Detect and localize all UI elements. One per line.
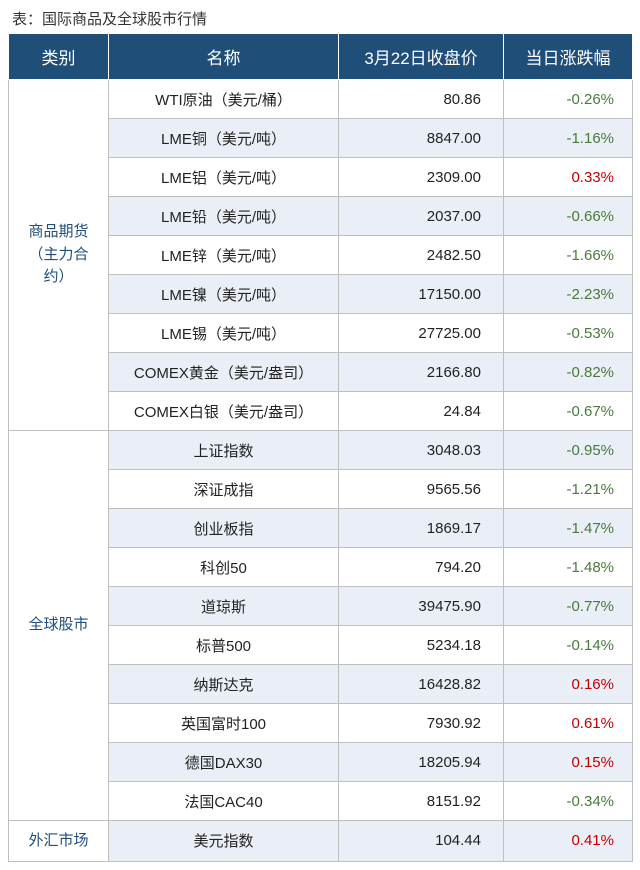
col-change: 当日涨跌幅 [504,34,633,80]
price-cell: 8151.92 [339,782,504,821]
table-row: 全球股市上证指数3048.03-0.95% [9,431,633,470]
price-cell: 9565.56 [339,470,504,509]
name-cell: LME锡（美元/吨） [109,314,339,353]
change-cell: -1.66% [504,236,633,275]
name-cell: 道琼斯 [109,587,339,626]
name-cell: 深证成指 [109,470,339,509]
name-cell: 上证指数 [109,431,339,470]
change-cell: -0.34% [504,782,633,821]
change-cell: -1.47% [504,509,633,548]
name-cell: COMEX黄金（美元/盎司） [109,353,339,392]
price-cell: 104.44 [339,821,504,862]
category-cell: 商品期货（主力合约） [9,80,109,431]
name-cell: WTI原油（美元/桶） [109,80,339,119]
change-cell: -0.77% [504,587,633,626]
price-cell: 794.20 [339,548,504,587]
price-cell: 8847.00 [339,119,504,158]
price-cell: 17150.00 [339,275,504,314]
change-cell: 0.61% [504,704,633,743]
change-cell: -0.14% [504,626,633,665]
name-cell: 美元指数 [109,821,339,862]
price-cell: 1869.17 [339,509,504,548]
price-cell: 2166.80 [339,353,504,392]
name-cell: 创业板指 [109,509,339,548]
name-cell: COMEX白银（美元/盎司） [109,392,339,431]
change-cell: -0.53% [504,314,633,353]
category-cell: 外汇市场 [9,821,109,862]
name-cell: LME镍（美元/吨） [109,275,339,314]
price-cell: 24.84 [339,392,504,431]
name-cell: 德国DAX30 [109,743,339,782]
price-cell: 16428.82 [339,665,504,704]
change-cell: -0.66% [504,197,633,236]
category-cell: 全球股市 [9,431,109,821]
price-cell: 2482.50 [339,236,504,275]
market-table: 类别 名称 3月22日收盘价 当日涨跌幅 商品期货（主力合约）WTI原油（美元/… [8,33,633,862]
col-price: 3月22日收盘价 [339,34,504,80]
col-category: 类别 [9,34,109,80]
price-cell: 5234.18 [339,626,504,665]
name-cell: LME铅（美元/吨） [109,197,339,236]
name-cell: 法国CAC40 [109,782,339,821]
change-cell: -2.23% [504,275,633,314]
change-cell: -0.26% [504,80,633,119]
price-cell: 27725.00 [339,314,504,353]
table-row: 外汇市场美元指数104.440.41% [9,821,633,862]
name-cell: 标普500 [109,626,339,665]
change-cell: 0.15% [504,743,633,782]
change-cell: -1.48% [504,548,633,587]
change-cell: 0.16% [504,665,633,704]
name-cell: 科创50 [109,548,339,587]
change-cell: -0.95% [504,431,633,470]
price-cell: 39475.90 [339,587,504,626]
price-cell: 2309.00 [339,158,504,197]
change-cell: -1.21% [504,470,633,509]
name-cell: LME铝（美元/吨） [109,158,339,197]
header-row: 类别 名称 3月22日收盘价 当日涨跌幅 [9,34,633,80]
price-cell: 7930.92 [339,704,504,743]
change-cell: -1.16% [504,119,633,158]
table-row: 商品期货（主力合约）WTI原油（美元/桶）80.86-0.26% [9,80,633,119]
change-cell: 0.33% [504,158,633,197]
name-cell: LME锌（美元/吨） [109,236,339,275]
name-cell: 英国富时100 [109,704,339,743]
price-cell: 80.86 [339,80,504,119]
name-cell: 纳斯达克 [109,665,339,704]
price-cell: 2037.00 [339,197,504,236]
table-title: 表：国际商品及全球股市行情 [8,8,632,29]
price-cell: 3048.03 [339,431,504,470]
price-cell: 18205.94 [339,743,504,782]
change-cell: 0.41% [504,821,633,862]
name-cell: LME铜（美元/吨） [109,119,339,158]
col-name: 名称 [109,34,339,80]
change-cell: -0.67% [504,392,633,431]
change-cell: -0.82% [504,353,633,392]
